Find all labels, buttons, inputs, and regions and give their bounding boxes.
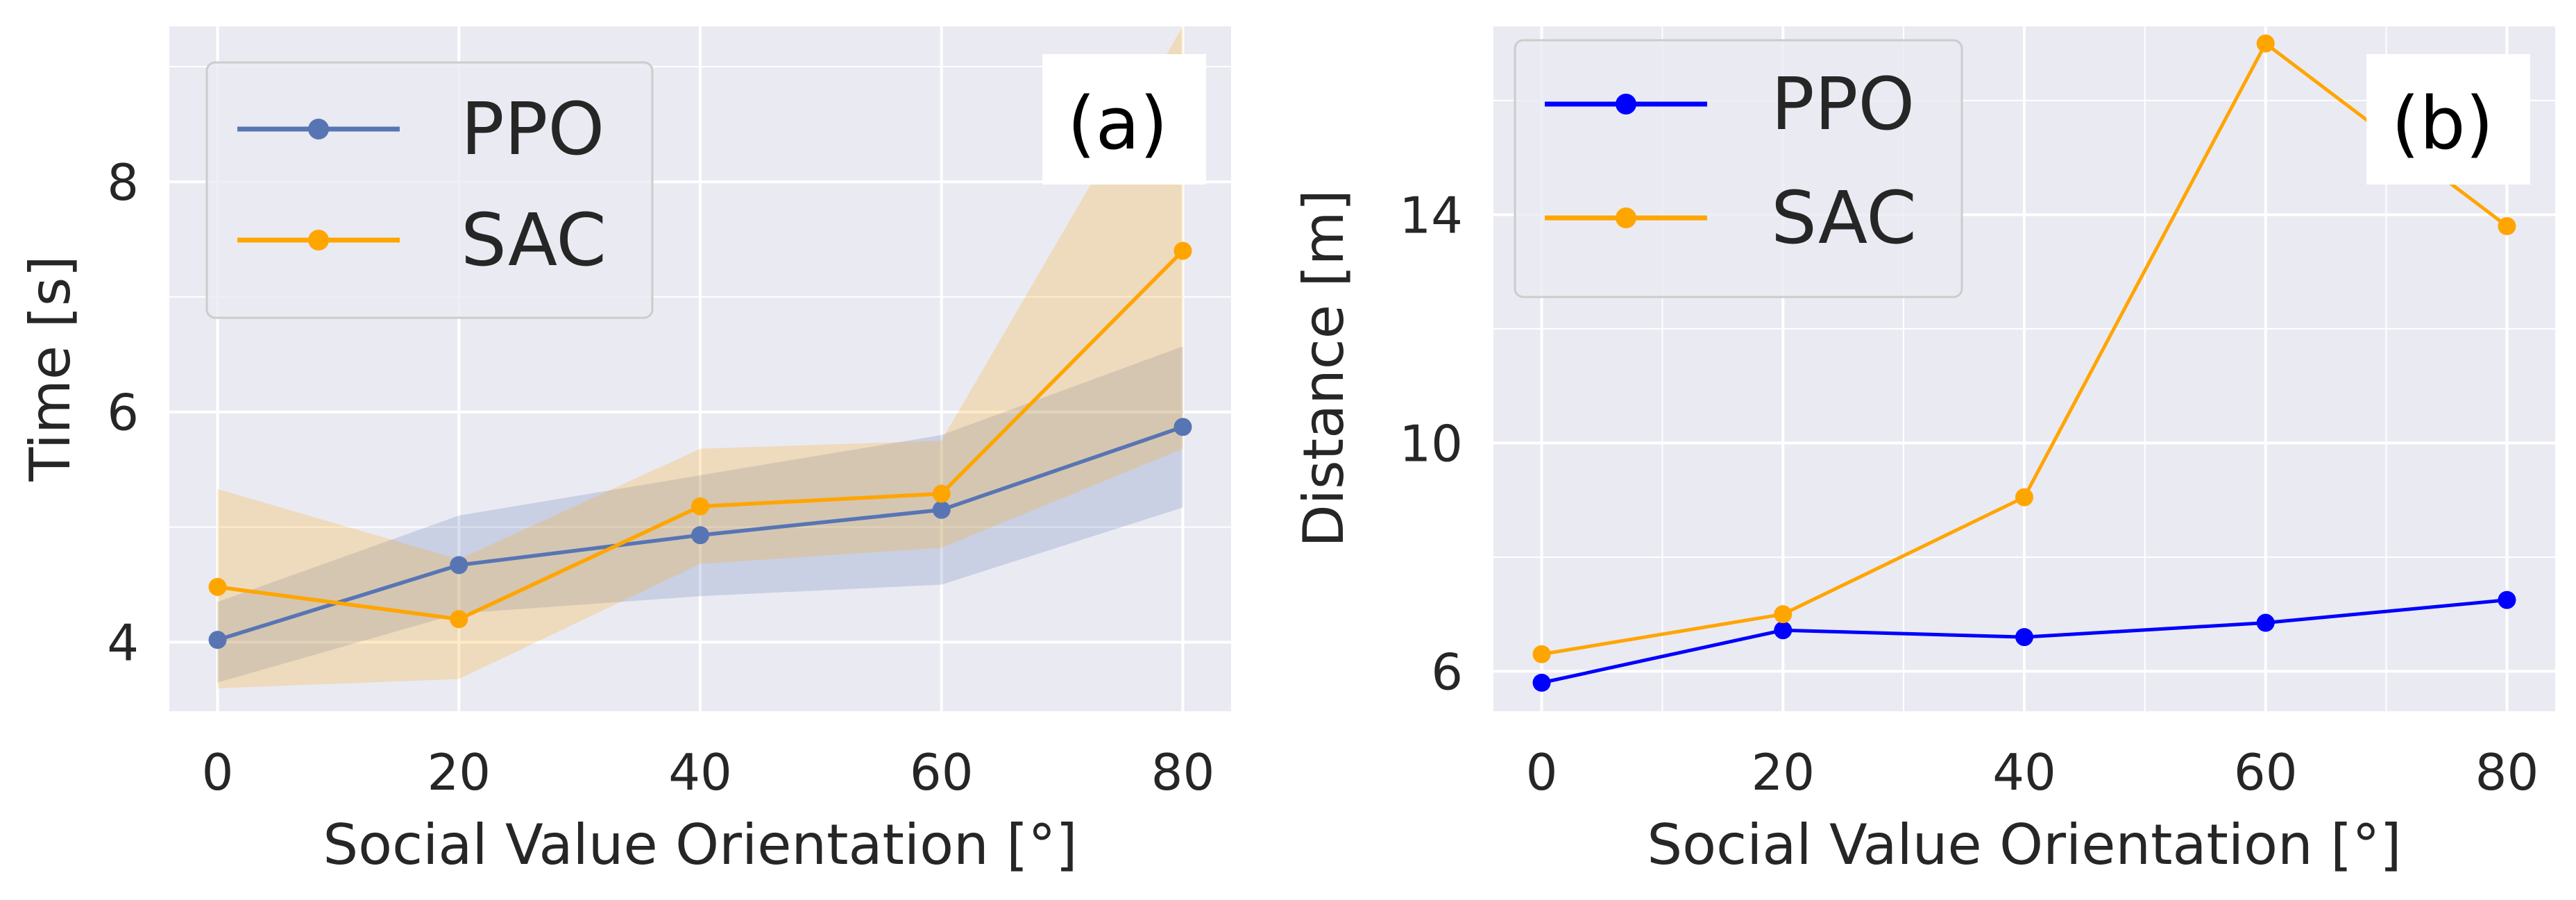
panel-a-y-axis-label: Time [s] <box>18 255 83 482</box>
data-point-ppo <box>691 526 709 545</box>
panel-b-legend-sac-label: SAC <box>1771 176 1917 260</box>
panel-a-y-tick-label: 8 <box>107 153 139 212</box>
data-point-ppo <box>1532 673 1551 692</box>
data-point-ppo <box>2256 613 2275 632</box>
panel-b-y-tick-label: 6 <box>1431 643 1463 701</box>
panel-b-legend: PPO SAC <box>1514 39 1963 298</box>
panel-b-series-points <box>1532 34 2516 692</box>
panel-b-x-tick-label: 20 <box>1751 743 1815 801</box>
panel-a-x-tick-label: 0 <box>202 743 234 801</box>
panel-a-series-points <box>208 241 1192 649</box>
panel-a-x-ticks: 0 20 40 60 80 <box>202 743 1215 801</box>
panel-b-x-tick-label: 60 <box>2234 743 2298 801</box>
data-point-ppo <box>1774 621 1793 640</box>
data-point-ppo <box>932 500 951 519</box>
panel-a-y-tick-label: 6 <box>107 384 139 442</box>
panel-a-tag: (a) <box>1067 81 1168 166</box>
panel-b-x-tick-label: 40 <box>1992 743 2056 801</box>
panel-b-x-ticks: 0 20 40 60 80 <box>1526 743 2539 801</box>
panel-b-tag-box <box>2366 54 2530 185</box>
panel-a-x-axis-label: Social Value Orientation [°] <box>323 813 1077 877</box>
panel-a-legend-ppo-label: PPO <box>461 87 604 171</box>
panel-a-legend-ppo-marker <box>308 119 329 139</box>
panel-b-x-axis-label: Social Value Orientation [°] <box>1647 813 2401 877</box>
panel-b-x-tick-label: 80 <box>2475 743 2539 801</box>
confidence-band-sac <box>217 26 1183 688</box>
panel-b-y-ticks: 6 10 14 <box>1399 186 1463 701</box>
panel-b-legend-ppo-label: PPO <box>1771 62 1915 146</box>
data-point-sac <box>2256 34 2275 53</box>
data-point-sac <box>1173 241 1192 260</box>
panel-a-legend-sac-marker <box>308 230 329 251</box>
panel-a-x-tick-label: 40 <box>668 743 732 801</box>
data-point-sac <box>691 497 709 516</box>
panel-b-distance-chart: 0 20 40 60 80 6 10 14 Social Value Orien… <box>1291 26 2555 877</box>
panel-a-x-tick-label: 20 <box>427 743 491 801</box>
data-point-sac <box>932 484 951 503</box>
data-point-sac <box>1532 645 1551 663</box>
data-point-sac <box>450 610 468 629</box>
panel-b-tag: (b) <box>2391 81 2493 166</box>
panel-a-x-tick-label: 60 <box>910 743 974 801</box>
panel-a-legend: PPO SAC <box>205 61 654 319</box>
data-point-ppo <box>1173 418 1192 436</box>
panel-a-y-tick-label: 4 <box>107 613 139 672</box>
panel-b-x-tick-label: 0 <box>1526 743 1558 801</box>
panel-b-y-tick-label: 10 <box>1399 414 1463 473</box>
data-point-ppo <box>2015 628 2033 647</box>
panel-a-y-ticks: 4 6 8 <box>107 153 139 672</box>
data-point-sac <box>208 577 227 596</box>
panel-a-legend-sac-label: SAC <box>461 198 607 282</box>
data-point-ppo <box>208 631 227 649</box>
data-point-ppo <box>2498 591 2516 609</box>
data-point-ppo <box>450 556 468 575</box>
panel-b-y-tick-label: 14 <box>1399 186 1463 244</box>
panel-a-x-tick-label: 80 <box>1151 743 1215 801</box>
panel-a-tag-box <box>1042 54 1206 185</box>
panel-b-y-axis-label: Distance [m] <box>1291 189 1356 547</box>
data-point-sac <box>2498 216 2516 235</box>
panel-b-legend-ppo-marker <box>1616 94 1636 114</box>
panel-a-time-chart: 0 20 40 60 80 4 6 8 Social Value Orienta… <box>18 26 1231 877</box>
data-point-sac <box>1774 605 1793 624</box>
data-point-sac <box>2015 488 2033 507</box>
panel-b-legend-sac-marker <box>1616 207 1636 228</box>
